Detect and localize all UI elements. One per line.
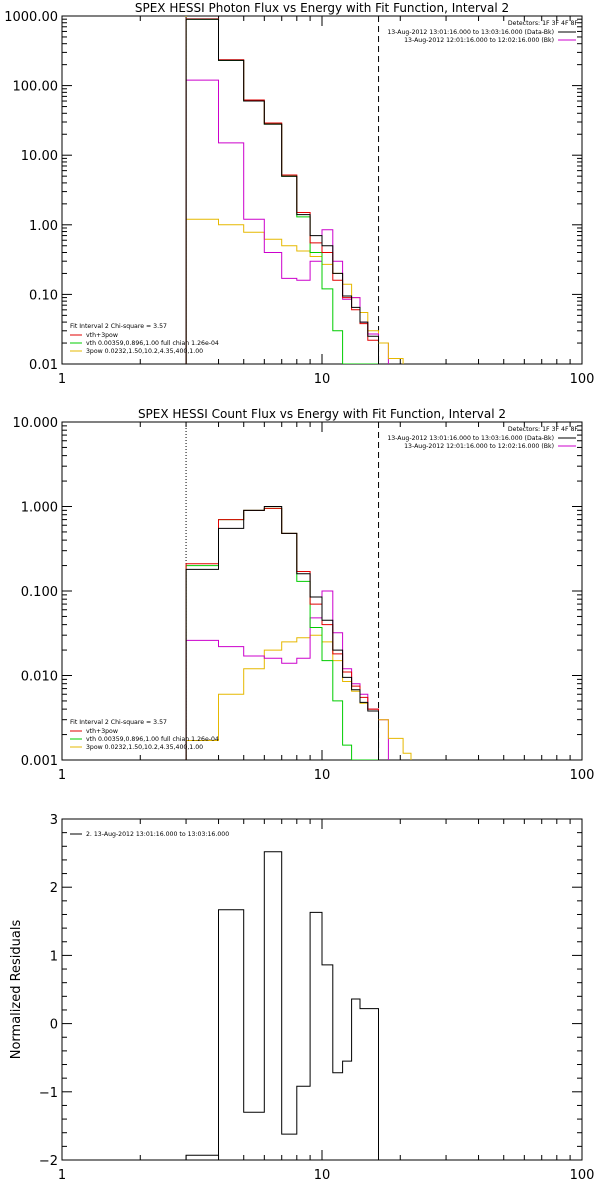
- x-tick-label: 1: [58, 768, 66, 783]
- x-tick-label: 10: [314, 768, 331, 783]
- y-tick-label: 0.100: [21, 585, 58, 600]
- y-tick-label: −1: [39, 1086, 58, 1101]
- y-tick-label: 0.10: [29, 288, 58, 303]
- x-tick-label: 1: [58, 1168, 66, 1183]
- y-tick-label: 10.000: [13, 416, 59, 431]
- plot-area: [185, 851, 379, 1160]
- legend-entry-label: vth+3pow: [86, 332, 118, 339]
- tail-segment-line: [378, 719, 412, 760]
- x-tick-label: 10: [314, 1168, 331, 1183]
- legend-entry-label: vth+3pow: [86, 728, 118, 735]
- chart-title: SPEX HESSI Count Flux vs Energy with Fit…: [138, 407, 506, 421]
- tail-segment-line: [378, 342, 389, 364]
- y-axis-label: Normalized Residuals: [9, 920, 24, 1060]
- x-tick-label: 100: [570, 1168, 595, 1183]
- y-tick-label: 1: [50, 949, 58, 964]
- x-tick-label: 10: [314, 372, 331, 387]
- series-vth-3pow-line: [185, 18, 379, 364]
- legend-entry-label: 3pow 0.0232,1.50,10.2,4.35,400,1.00: [86, 348, 203, 355]
- legend-entry-label: vth 0.00359,0.896,1.00 full chian 1.26e-…: [86, 340, 219, 347]
- tail-segment-line: [378, 719, 389, 760]
- y-tick-label: 0.010: [21, 670, 58, 685]
- fit-legend-header: Fit Interval 2 Chi-square = 3.57: [70, 719, 167, 726]
- series-bk-line: [185, 79, 379, 364]
- series-vth-line: [185, 507, 379, 760]
- interval-label: 13-Aug-2012 12:01:16.000 to 12:02:16.000…: [404, 37, 554, 44]
- plot-area: [185, 18, 404, 364]
- series-vth-3pow-line: [185, 507, 379, 760]
- plot-area: [185, 506, 412, 760]
- interval-label: 13-Aug-2012 13:01:16.000 to 13:03:16.000…: [387, 435, 554, 442]
- detectors-label: Detectors: 1F 3F 4F 8F: [508, 426, 579, 433]
- y-tick-label: 1.000: [21, 501, 58, 516]
- detectors-label: Detectors: 1F 3F 4F 8F: [508, 20, 579, 27]
- chart-title: SPEX HESSI Photon Flux vs Energy with Fi…: [135, 1, 509, 15]
- series-vth-line: [185, 18, 379, 364]
- panel-3: Normalized Residuals 1 10 100 −2 −1 0 1 2 3 2. 13-…: [9, 813, 594, 1183]
- panel-2: SPEX HESSI Count Flux vs Energy with Fit…: [13, 407, 595, 783]
- y-tick-label: 3: [50, 813, 58, 828]
- fit-legend-header: Fit Interval 2 Chi-square = 3.57: [70, 323, 167, 330]
- y-tick-label: 1.00: [29, 219, 58, 234]
- legend-entry-label: vth 0.00359,0.896,1.00 full chian 1.26e-…: [86, 736, 219, 743]
- tail-segment-line: [378, 342, 404, 364]
- y-tick-label: 100.00: [13, 80, 59, 95]
- y-tick-label: 0.001: [21, 754, 58, 769]
- interval-label: 13-Aug-2012 12:01:16.000 to 12:02:16.000…: [404, 443, 554, 450]
- legend-entry-label: 2. 13-Aug-2012 13:01:16.000 to 13:03:16.…: [86, 831, 229, 838]
- interval-label: 13-Aug-2012 13:01:16.000 to 13:03:16.000…: [387, 29, 554, 36]
- plot-frame: [61, 818, 583, 1161]
- series-bk-line: [185, 590, 379, 760]
- series-residuals-line: [185, 851, 379, 1160]
- y-tick-label: −2: [39, 1154, 58, 1169]
- y-tick-label: 10.00: [21, 149, 58, 164]
- x-tick-label: 100: [570, 372, 595, 387]
- x-tick-label: 1: [58, 372, 66, 387]
- x-tick-label: 100: [570, 768, 595, 783]
- series-data-bk-line: [185, 506, 379, 760]
- y-tick-label: 2: [50, 881, 58, 896]
- y-tick-label: 1000.00: [4, 10, 58, 25]
- y-tick-label: 0: [50, 1018, 58, 1033]
- panel-1: SPEX HESSI Photon Flux vs Energy with Fi…: [4, 1, 594, 387]
- y-tick-label: 0.01: [29, 358, 58, 373]
- legend-entry-label: 3pow 0.0232,1.50,10.2,4.35,400,1.00: [86, 744, 203, 751]
- series-data-bk-line: [185, 18, 379, 364]
- plot-frame: [61, 15, 583, 365]
